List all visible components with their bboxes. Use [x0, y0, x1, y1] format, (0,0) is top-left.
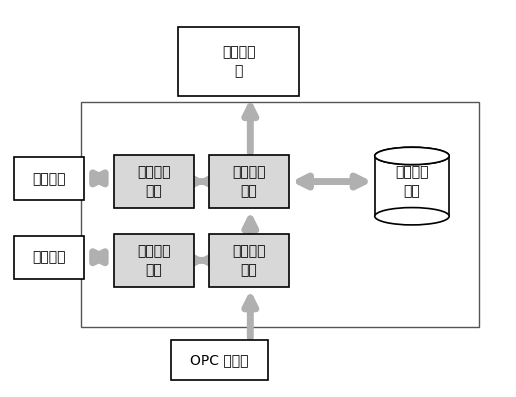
Bar	[115, 155, 194, 208]
Text: 缓存数据
模块: 缓存数据 模块	[395, 166, 429, 198]
Ellipse shape	[375, 147, 449, 165]
Ellipse shape	[375, 147, 449, 165]
Bar	[115, 234, 194, 287]
Text: 运维工具: 运维工具	[32, 172, 66, 186]
Ellipse shape	[375, 208, 449, 225]
Text: OPC 服务器: OPC 服务器	[190, 353, 249, 367]
Bar	[171, 340, 268, 380]
Bar	[81, 102, 479, 327]
Bar	[14, 236, 84, 279]
Text: 运维管理
模块: 运维管理 模块	[137, 166, 171, 198]
Text: 配置工具: 配置工具	[32, 251, 66, 265]
Text: 发送数据
模块: 发送数据 模块	[232, 166, 266, 198]
Bar	[209, 155, 289, 208]
Bar	[209, 234, 289, 287]
Text: 配置管理
模块: 配置管理 模块	[137, 245, 171, 277]
Text: 数据采集
模块: 数据采集 模块	[232, 245, 266, 277]
Bar	[375, 156, 449, 216]
Text: 通讯服务
器: 通讯服务 器	[222, 45, 255, 78]
Bar	[179, 27, 299, 96]
Bar	[14, 157, 84, 200]
